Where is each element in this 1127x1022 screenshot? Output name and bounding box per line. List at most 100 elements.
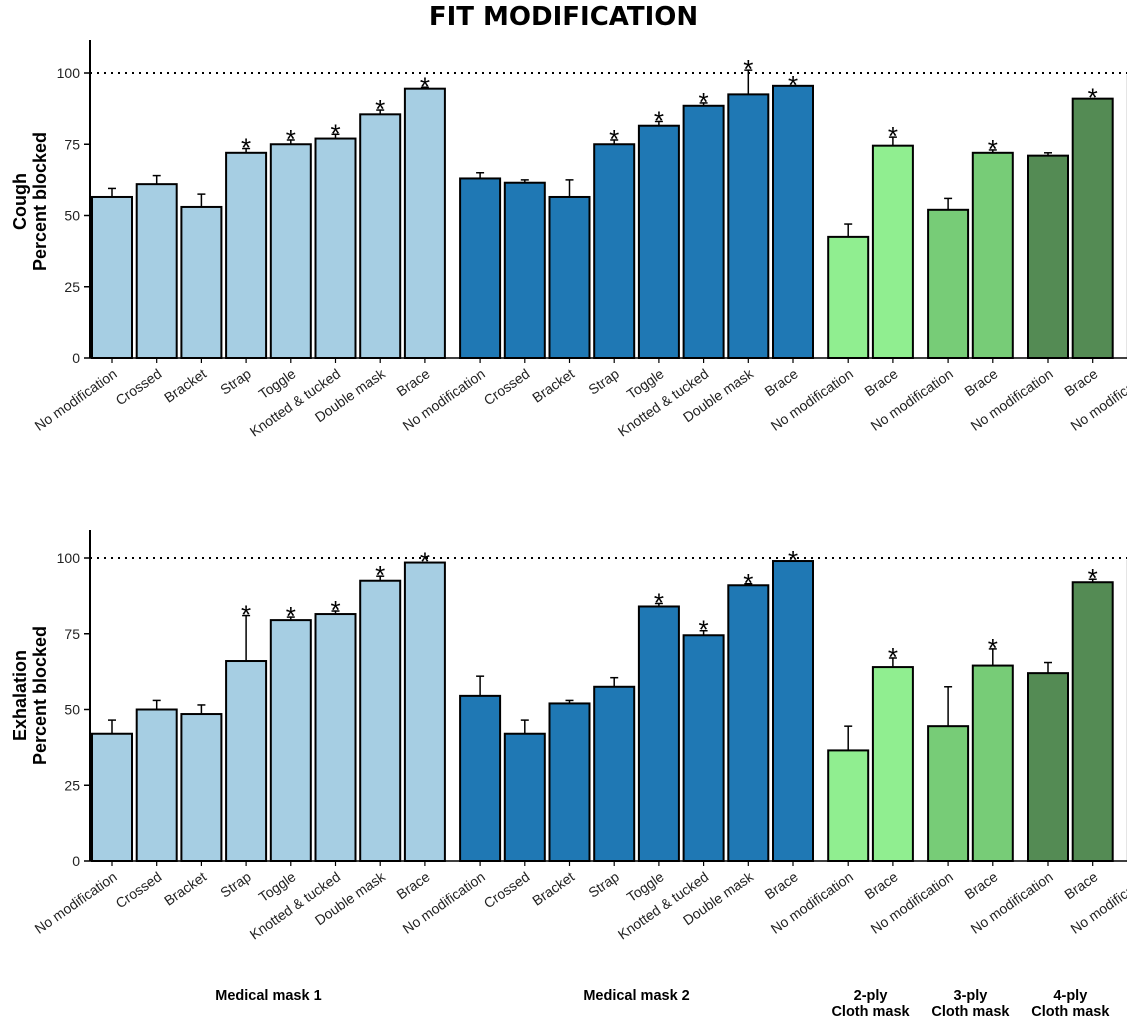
significance-star: * [330, 595, 340, 625]
x-tick-label: Brace [393, 868, 432, 902]
bar [359, 113, 402, 359]
bar [637, 605, 680, 862]
significance-star: * [699, 615, 709, 645]
significance-star: * [1088, 83, 1098, 113]
figure-title: FIT MODIFICATION [428, 2, 699, 32]
x-tick-label: Brace [861, 868, 900, 902]
bar [91, 195, 133, 359]
y-tick-label: 75 [64, 626, 80, 642]
significance-star: * [375, 560, 385, 590]
group-label-line1: 4-ply [1053, 988, 1088, 1004]
bar [927, 208, 970, 359]
y-tick-label: 0 [72, 350, 80, 366]
y-tick-label: 100 [57, 550, 81, 566]
bar [225, 660, 268, 863]
bar [1027, 672, 1069, 863]
group-label-line1: Medical mask 1 [215, 988, 322, 1004]
significance-star: * [1088, 563, 1098, 593]
bar [971, 151, 1014, 359]
x-tick-label: Crossed [113, 365, 165, 408]
bar [459, 177, 502, 359]
bar [682, 634, 725, 863]
y-tick-label: 50 [64, 702, 80, 718]
bar [1071, 581, 1114, 862]
x-tick-label: Strap [585, 365, 622, 397]
bar [727, 93, 770, 359]
bar [180, 713, 223, 862]
significance-star: * [330, 118, 340, 148]
x-tick-label: No modification [31, 365, 119, 433]
x-tick-label: Strap [217, 365, 254, 397]
bar [459, 694, 502, 862]
x-tick-label: No modification [31, 868, 119, 936]
significance-star: * [988, 633, 998, 663]
bar [548, 195, 591, 359]
x-tick-label: Brace [762, 365, 801, 399]
significance-star: * [888, 121, 898, 151]
bar [314, 613, 357, 862]
bar [135, 183, 178, 359]
bar [403, 87, 446, 360]
x-tick-label: Brace [961, 868, 1000, 902]
significance-star: * [375, 94, 385, 124]
y-tick-label: 100 [57, 65, 81, 81]
bar [593, 143, 636, 359]
x-tick-label: Bracket [529, 868, 577, 908]
bar [927, 725, 970, 862]
x-tick-label: Crossed [481, 365, 533, 408]
y-tick-label: 25 [64, 777, 80, 793]
group-label-line1: N95 [1058, 988, 1127, 1004]
significance-star: * [286, 601, 296, 631]
significance-star: * [420, 547, 430, 577]
group-label-line1: Medical mask 2 [583, 988, 690, 1004]
bar [593, 685, 636, 863]
y-tick-label: 75 [64, 136, 80, 152]
bar [225, 151, 268, 359]
group-label: Medical mask 2 [547, 988, 727, 1004]
significance-star: * [743, 568, 753, 598]
x-tick-label: Brace [961, 365, 1000, 399]
group-label-line2: Cloth mask [831, 1004, 910, 1020]
significance-star: * [286, 124, 296, 154]
bar [503, 181, 546, 359]
bar [548, 702, 591, 862]
significance-star: * [241, 600, 251, 630]
significance-star: * [988, 134, 998, 164]
group-label: 4-ply Cloth mask [980, 988, 1127, 1020]
bar [269, 143, 312, 359]
x-tick-label: Brace [1061, 365, 1100, 399]
group-label-line1: 2-ply [853, 988, 888, 1004]
bar [91, 732, 133, 862]
y-axis-label-line2: Percent blocked [30, 626, 50, 765]
bar [971, 664, 1014, 862]
exhalation-panel: 0 25 50 75 100 Exhalation Percent blocked No mo… [10, 530, 1127, 943]
x-tick-label: Crossed [481, 868, 533, 911]
y-axis-label-line1: Exhalation [10, 650, 30, 741]
bar [135, 708, 178, 862]
x-tick-label: Bracket [529, 365, 577, 405]
x-tick-label: Strap [585, 868, 622, 900]
x-tick-label: Strap [217, 868, 254, 900]
cough-panel: 0 25 50 75 100 Cough Percent blocked No modific… [10, 40, 1127, 440]
y-tick-label: 0 [72, 853, 80, 869]
group-label: 2-ply Cloth mask [781, 988, 961, 1020]
bar [1071, 97, 1114, 360]
significance-star: * [788, 70, 798, 100]
significance-star: * [743, 54, 753, 84]
bar [403, 561, 446, 862]
bar [359, 579, 402, 862]
significance-star: * [888, 642, 898, 672]
x-tick-label: Bracket [161, 868, 209, 908]
y-tick-label: 25 [64, 279, 80, 295]
group-label-line2: Cloth mask [1031, 1004, 1110, 1020]
significance-star: * [699, 87, 709, 117]
group-label: Medical mask 1 [178, 988, 358, 1004]
significance-star: * [788, 545, 798, 575]
bar [637, 124, 680, 359]
significance-star: * [654, 105, 664, 135]
y-axis-label-line2: Percent blocked [30, 132, 50, 271]
x-tick-label: Crossed [113, 868, 165, 911]
group-label: 3-ply Cloth mask [880, 988, 1060, 1020]
x-tick-label: Brace [1061, 868, 1100, 902]
